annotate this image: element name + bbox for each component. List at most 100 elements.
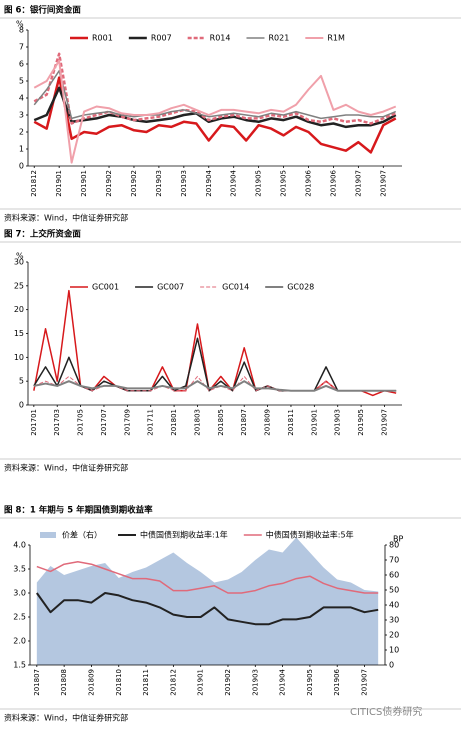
y-tick-label: 8 [19,26,24,35]
y-tick-label: 15 [14,329,24,338]
legend-label: R001 [92,34,113,43]
x-tick-label: 201903 [155,170,163,197]
y-tick-label: 3 [19,111,24,120]
x-tick-label: 201812 [169,669,177,696]
y2-axis-label: BP [393,535,403,544]
legend-label: R014 [210,34,231,43]
x-tick-label: 201904 [230,169,238,196]
x-tick-label: 201707 [100,409,108,436]
source: 资料来源：Wind，中信证券研究部 [4,213,128,223]
x-tick-label: 201903 [180,170,188,197]
watermark: CITICS债券研究 [350,705,422,718]
x-tick-label: 201807 [240,409,248,436]
x-tick-label: 201810 [115,669,123,696]
y-axis-label: % [16,20,24,29]
source: 资料来源：Wind，中信证券研究部 [4,713,128,723]
y-tick-label: 20 [14,305,24,314]
x-tick-label: 201811 [287,409,295,436]
line [33,289,397,397]
line [33,380,397,392]
legend-label: 价差（右） [62,530,102,540]
x-tick-label: 201812 [30,170,38,197]
x-tick-label: 201906 [305,169,313,196]
y-tick-label: 1 [19,145,24,154]
y2-tick-label: 60 [389,571,399,580]
legend-label: R007 [151,34,172,43]
y-tick-label: 0 [19,401,24,410]
y-tick-label: 2.5 [13,613,26,622]
x-tick-label: 201811 [142,669,150,696]
y2-tick-label: 80 [389,541,399,550]
x-tick-label: 201803 [193,409,201,436]
x-tick-label: 201902 [130,170,138,197]
x-tick-label: 201901 [80,170,88,197]
y2-tick-label: 40 [389,601,399,610]
y2-tick-label: 20 [389,631,399,640]
y-tick-label: 2 [19,128,24,137]
x-tick-label: 201901 [55,170,63,197]
x-tick-label: 201703 [53,409,61,436]
legend-label: GC001 [92,283,119,292]
source: 资料来源：Wind，中信证券研究部 [4,463,128,473]
y2-tick-label: 30 [389,616,399,625]
x-tick-label: 201805 [217,409,225,436]
legend-label: 中债国债到期收益率:5年 [266,530,354,540]
x-tick-label: 201902 [224,669,232,696]
y-tick-label: 7 [19,43,24,52]
x-tick-label: 201808 [60,669,68,696]
x-tick-label: 201809 [87,669,95,696]
legend-label: R021 [268,34,289,43]
x-tick-label: 201711 [147,409,155,436]
x-tick-label: 201905 [306,669,314,696]
line [36,561,379,594]
x-tick-label: 201701 [30,409,38,436]
y-tick-label: 30 [14,258,24,267]
x-tick-label: 201905 [280,170,288,197]
x-tick-label: 201807 [33,669,41,696]
legend-label: R1M [327,34,345,43]
x-tick-label: 201905 [255,170,263,197]
legend-label: GC007 [157,283,184,292]
x-tick-label: 201907 [379,170,387,197]
x-tick-label: 201903 [251,669,259,696]
line [33,86,397,129]
y-tick-label: 5 [19,77,24,86]
line [33,52,397,125]
line [33,70,397,120]
line [33,337,397,392]
y-tick-label: 4 [19,94,24,103]
y-tick-label: 25 [14,281,24,290]
x-tick-label: 201907 [354,170,362,197]
x-tick-label: 201904 [205,169,213,196]
y2-tick-label: 50 [389,586,399,595]
x-tick-label: 201901 [197,669,205,696]
x-tick-label: 201809 [264,409,272,436]
x-tick-label: 201902 [105,170,113,197]
y-axis-label: % [16,252,24,261]
area [36,537,379,665]
y-tick-label: 5 [19,377,24,386]
y-tick-label: 1.5 [13,661,26,670]
y-tick-label: 0 [19,162,24,171]
y-tick-label: 2.0 [13,637,26,646]
x-tick-label: 201801 [170,409,178,436]
line [33,59,397,164]
chart-title: 图 6：银行间资金面 [4,5,81,16]
x-tick-label: 201906 [333,668,341,695]
y2-tick-label: 70 [389,556,399,565]
y-tick-label: 3.5 [13,565,26,574]
x-tick-label: 201904 [279,668,287,695]
y-tick-label: 4.0 [13,541,26,550]
x-tick-label: 201705 [77,409,85,436]
y-tick-label: 3.0 [13,589,26,598]
legend-label: 中债国债到期收益率:1年 [140,530,228,540]
line [36,592,379,626]
x-tick-label: 201907 [380,409,388,436]
x-tick-label: 201907 [361,669,369,696]
legend-label: GC028 [287,283,314,292]
y2-tick-label: 10 [389,646,399,655]
y-tick-label: 10 [14,353,24,362]
legend-swatch [40,532,56,538]
x-tick-label: 201903 [334,409,342,436]
